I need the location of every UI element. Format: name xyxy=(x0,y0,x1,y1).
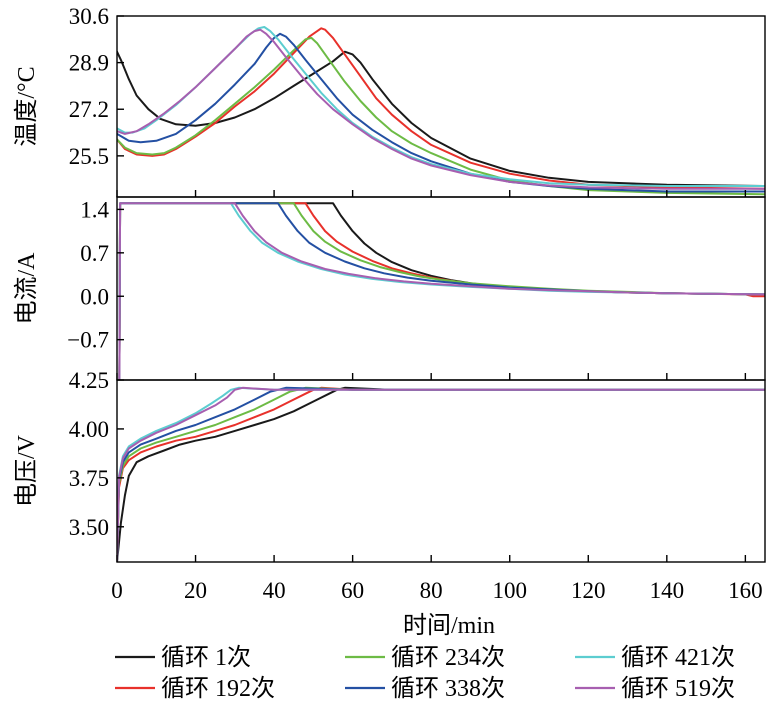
x-tick-label: 20 xyxy=(184,578,207,603)
voltage-line-6 xyxy=(117,386,765,562)
temperature-line-6 xyxy=(117,28,765,190)
x-tick-label: 160 xyxy=(728,578,763,603)
x-tick-label: 100 xyxy=(492,578,527,603)
panel-voltage: 4.25 4.00 3.75 3.50 电压/V xyxy=(13,368,766,563)
temperature-frame xyxy=(116,15,766,198)
legend-label: 循环 1次 xyxy=(161,644,251,671)
legend-label: 循环 234次 xyxy=(391,644,505,671)
current-y-tick-label: 1.4 xyxy=(80,197,109,222)
temperature-y-tick-label: 28.9 xyxy=(69,51,109,76)
panels: 30.6 28.9 27.2 25.5 温度/°C 1.4 0.7 0.0 −0.7 电流/A 4.… xyxy=(13,4,766,563)
voltage-y-tick-label: 3.50 xyxy=(69,515,109,540)
current-y-axis-title: 电流/A xyxy=(13,252,40,325)
panel-current: 1.4 0.7 0.0 −0.7 电流/A xyxy=(13,196,766,381)
temperature-series xyxy=(117,26,765,196)
x-axis: 0 20 40 60 80 100 120 140 160 xyxy=(111,578,762,603)
voltage-line-1 xyxy=(117,386,765,562)
x-tick-label: 40 xyxy=(263,578,286,603)
voltage-y-tick-label: 4.25 xyxy=(69,368,109,393)
temperature-y-axis-title: 温度/°C xyxy=(13,66,40,146)
x-tick-label: 0 xyxy=(111,578,123,603)
legend-label: 循环 338次 xyxy=(391,675,505,702)
panel-temperature: 30.6 28.9 27.2 25.5 温度/°C xyxy=(13,4,766,198)
current-line-6 xyxy=(117,202,765,380)
legend-item-3: 循环 234次 xyxy=(345,644,505,671)
temperature-line-3 xyxy=(117,36,765,196)
legend-item-5: 循环 421次 xyxy=(575,644,735,671)
temperature-y-tick-label: 27.2 xyxy=(69,97,109,122)
x-tick-label: 120 xyxy=(571,578,606,603)
voltage-y-tick-label: 4.00 xyxy=(69,417,109,442)
temperature-line-2 xyxy=(117,27,765,190)
current-line-3 xyxy=(117,202,765,380)
legend-item-2: 循环 192次 xyxy=(115,675,275,702)
temperature-y-tick-label: 30.6 xyxy=(69,4,109,29)
current-y-tick-label: 0.0 xyxy=(80,284,109,309)
current-line-5 xyxy=(117,202,765,380)
voltage-line-5 xyxy=(117,386,765,562)
current-y-tick-label: −0.7 xyxy=(67,328,109,353)
current-y-tick-label: 0.7 xyxy=(80,241,109,266)
voltage-line-2 xyxy=(117,386,765,562)
current-frame xyxy=(116,196,766,381)
current-line-1 xyxy=(117,202,765,380)
temperature-y-tick-label: 25.5 xyxy=(69,144,109,169)
voltage-line-3 xyxy=(117,386,765,562)
legend-item-4: 循环 338次 xyxy=(345,675,505,702)
voltage-y-tick-label: 3.75 xyxy=(69,466,109,491)
x-axis-title: 时间/min xyxy=(403,612,495,639)
x-tick-label: 80 xyxy=(420,578,443,603)
legend-label: 循环 421次 xyxy=(621,644,735,671)
current-line-2 xyxy=(117,202,765,380)
current-line-4 xyxy=(117,202,765,380)
legend-item-1: 循环 1次 xyxy=(115,644,251,671)
temperature-line-5 xyxy=(117,26,765,187)
voltage-y-axis-title: 电压/V xyxy=(13,434,40,507)
temperature-line-1 xyxy=(117,50,765,187)
voltage-frame xyxy=(116,379,766,563)
current-series xyxy=(117,202,765,380)
voltage-line-4 xyxy=(117,386,765,562)
legend-item-6: 循环 519次 xyxy=(575,675,735,702)
x-tick-label: 140 xyxy=(650,578,685,603)
legend-label: 循环 519次 xyxy=(621,675,735,702)
voltage-series xyxy=(117,386,765,562)
legend-label: 循环 192次 xyxy=(161,675,275,702)
x-tick-label: 60 xyxy=(341,578,364,603)
